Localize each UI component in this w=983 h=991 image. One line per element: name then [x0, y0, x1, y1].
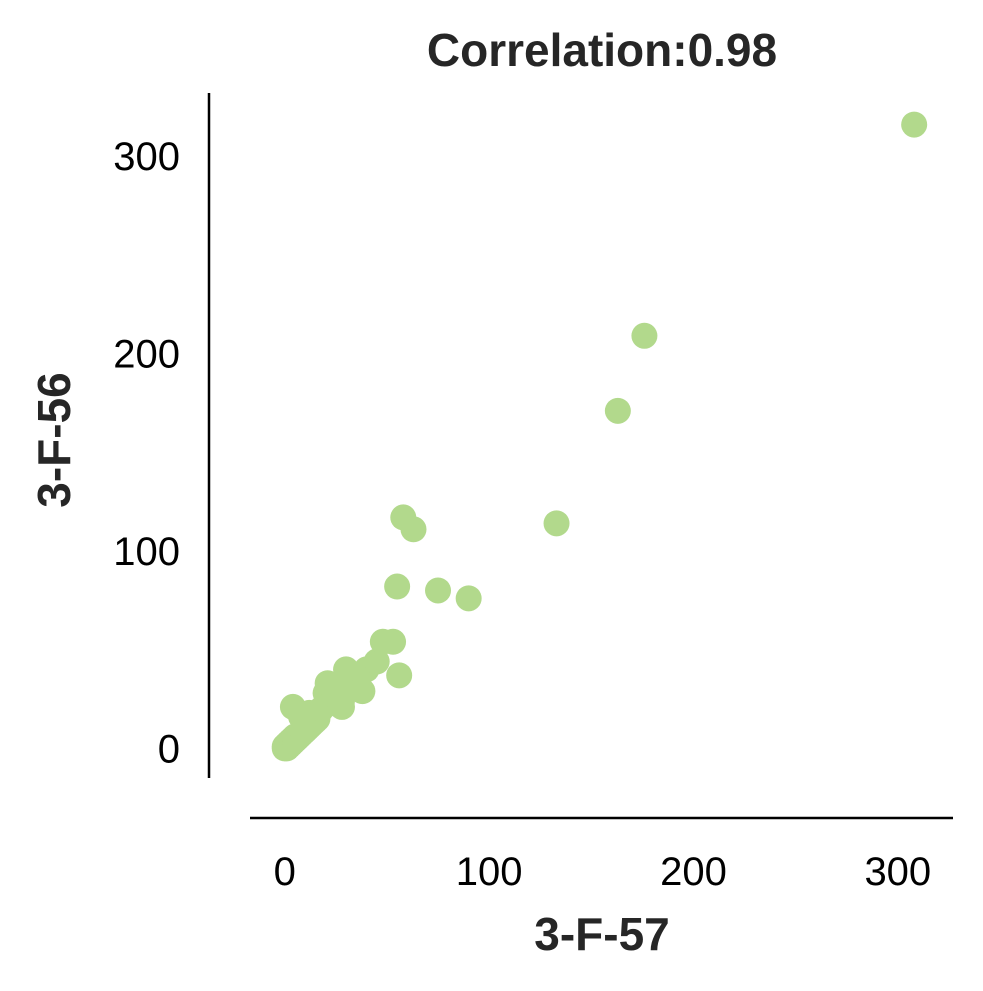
data-point	[543, 510, 570, 537]
y-axis-label: 3-F-56	[28, 372, 80, 507]
y-tick-label: 100	[113, 530, 180, 574]
data-point	[425, 577, 452, 604]
data-point	[901, 111, 928, 138]
data-point	[631, 322, 658, 349]
data-point	[455, 585, 482, 612]
data-point	[384, 573, 411, 600]
y-tick-label: 200	[113, 333, 180, 377]
x-axis-label: 3-F-57	[534, 908, 669, 960]
x-tick-label: 100	[456, 850, 523, 894]
data-point	[333, 656, 360, 683]
data-point	[328, 693, 355, 720]
x-tick-label: 200	[660, 850, 727, 894]
data-point	[363, 648, 390, 675]
x-tick-label: 300	[864, 850, 931, 894]
data-point	[386, 662, 413, 689]
y-tick-label: 300	[113, 135, 180, 179]
data-points	[271, 111, 928, 762]
data-point	[380, 628, 407, 655]
data-point	[400, 516, 427, 543]
y-tick-labels: 0 100 200 300	[113, 135, 180, 771]
data-point	[604, 397, 631, 424]
chart-title: Correlation:0.98	[427, 24, 777, 76]
y-tick-label: 0	[158, 727, 180, 771]
data-point	[349, 678, 376, 705]
x-tick-labels: 0 100 200 300	[274, 850, 932, 894]
x-tick-label: 0	[274, 850, 296, 894]
